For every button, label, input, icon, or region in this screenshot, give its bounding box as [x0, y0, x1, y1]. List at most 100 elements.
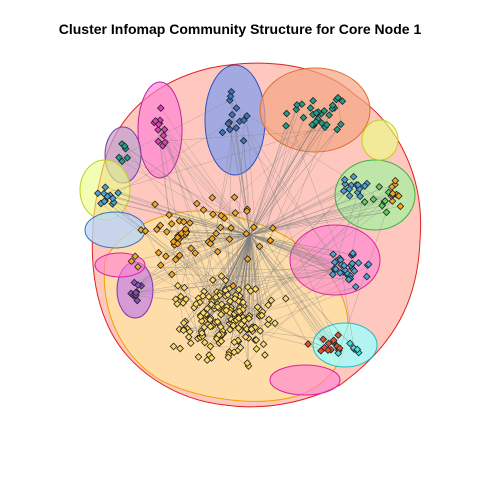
network-node [239, 298, 248, 307]
edge [137, 234, 251, 286]
network-node [324, 346, 332, 355]
edge [164, 129, 221, 327]
edge [164, 129, 214, 215]
network-node [261, 351, 269, 359]
network-node [161, 138, 169, 147]
network-node [226, 297, 234, 306]
network-node [333, 125, 342, 134]
network-node [227, 224, 235, 232]
edge [229, 100, 335, 263]
network-node [324, 339, 333, 348]
community-hull-magenta-bottom [269, 364, 341, 396]
edge [154, 204, 239, 341]
network-node [154, 120, 163, 129]
network-node [222, 306, 231, 315]
network-node [329, 250, 338, 259]
network-node [194, 353, 203, 361]
network-node [208, 276, 217, 284]
network-node [123, 153, 132, 162]
community-hull-lime-right [361, 119, 399, 161]
network-node [182, 295, 190, 304]
network-node [232, 124, 241, 132]
network-node [168, 270, 176, 279]
network-node [340, 175, 349, 184]
edge [219, 286, 356, 344]
edge [249, 180, 396, 317]
network-node [230, 338, 239, 347]
edge [249, 234, 337, 262]
edge [337, 97, 342, 125]
network-node [341, 180, 349, 188]
edge [225, 109, 297, 281]
network-node [156, 104, 165, 112]
network-node [152, 225, 161, 234]
edge [249, 234, 309, 345]
edge [219, 234, 251, 296]
community-hull-steel-left [84, 211, 146, 249]
network-node [199, 206, 208, 214]
edge [100, 203, 243, 304]
network-node [184, 333, 193, 341]
edge [249, 234, 256, 290]
network-node [353, 345, 362, 354]
network-node [206, 239, 215, 248]
network-node [240, 116, 248, 125]
network-node [351, 282, 360, 291]
edge [238, 113, 322, 312]
edge [249, 234, 339, 354]
network-node [186, 339, 195, 348]
network-node [209, 210, 217, 219]
network-node [396, 202, 405, 211]
network-node [345, 185, 354, 193]
edge [249, 234, 336, 270]
network-node [93, 189, 102, 198]
network-node [218, 128, 227, 137]
network-node [304, 340, 312, 348]
network-node [224, 119, 233, 128]
figure-title: Cluster Infomap Community Structure for … [58, 21, 422, 37]
edge [249, 234, 354, 349]
network-node [255, 242, 264, 251]
edge [234, 197, 251, 236]
edge [141, 234, 251, 287]
network-node [328, 270, 337, 279]
network-node [228, 110, 236, 119]
network-node [223, 290, 232, 299]
network-node [247, 325, 256, 334]
network-node [252, 336, 261, 344]
network-node [103, 192, 112, 201]
network-node [141, 227, 150, 235]
network-node [171, 255, 180, 264]
network-node [329, 336, 338, 345]
edge [197, 108, 237, 339]
edge [249, 234, 272, 301]
network-node [200, 323, 209, 332]
network-node [186, 327, 194, 336]
network-node [251, 285, 260, 293]
network-node [154, 248, 163, 257]
edge [249, 121, 317, 236]
edge [135, 234, 251, 296]
edge [180, 234, 251, 297]
network-node [320, 107, 329, 115]
edge [121, 143, 260, 317]
network-node [206, 342, 215, 351]
network-node [179, 326, 188, 335]
edge [190, 234, 251, 344]
network-node [312, 118, 320, 126]
nodes [93, 87, 405, 370]
network-node [173, 233, 182, 242]
network-node [179, 319, 188, 327]
network-node [337, 120, 345, 129]
network-node [173, 239, 182, 248]
network-node [239, 136, 248, 145]
edge [249, 234, 346, 271]
edge [159, 123, 251, 236]
network-node [348, 259, 357, 268]
edge [118, 99, 230, 158]
edge [121, 161, 251, 236]
edge [156, 229, 251, 236]
network-node [234, 314, 243, 323]
network-node [176, 292, 185, 301]
